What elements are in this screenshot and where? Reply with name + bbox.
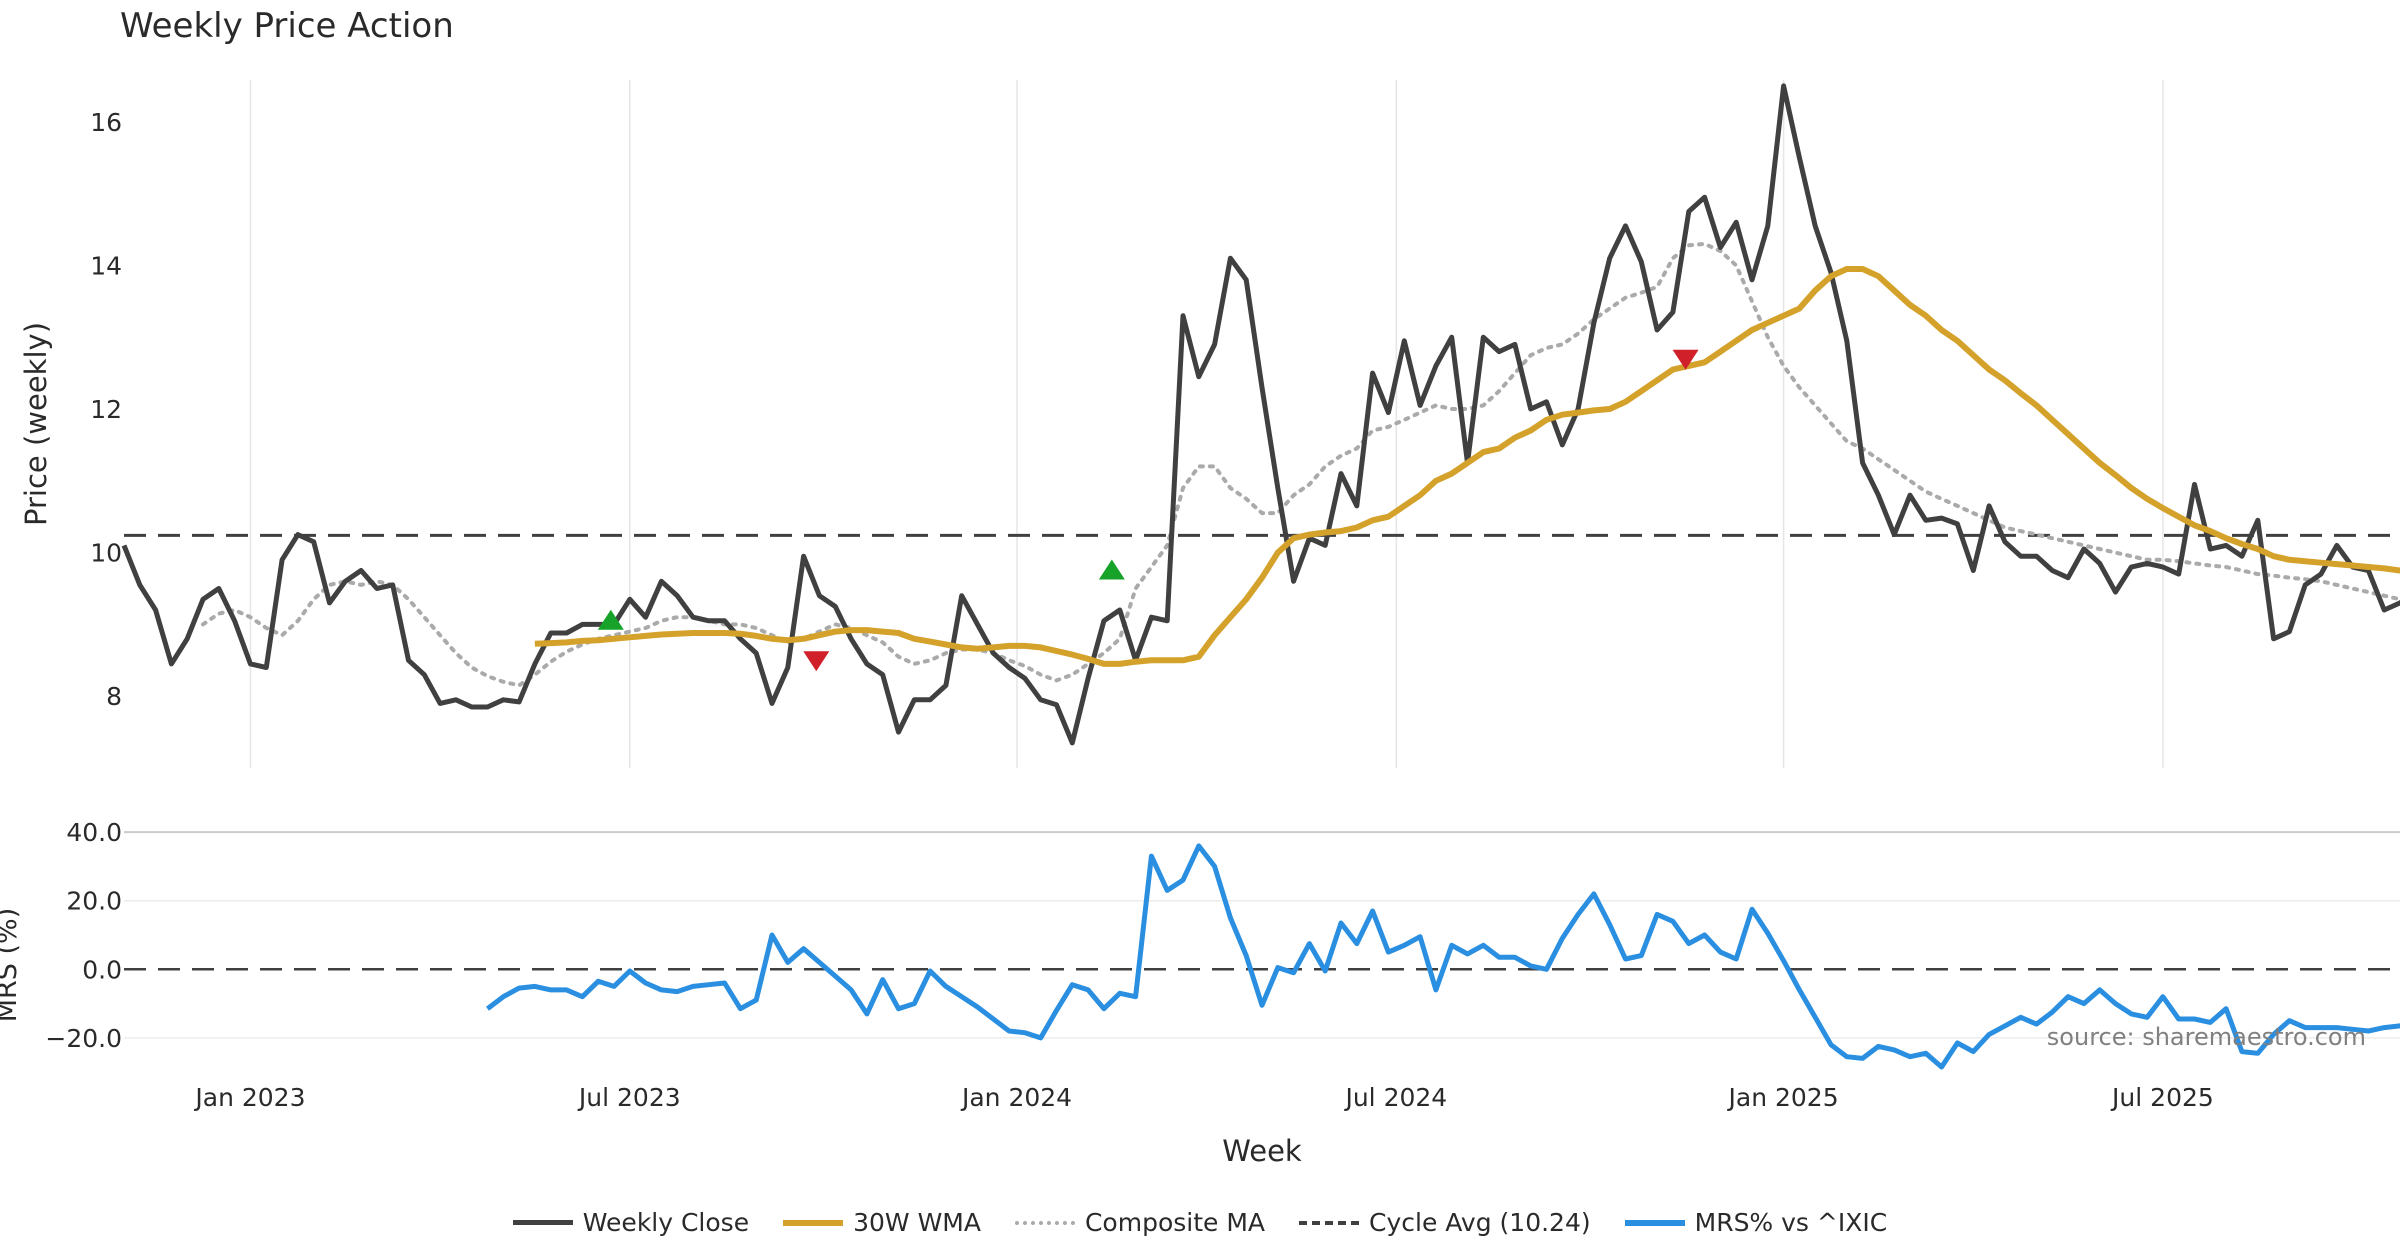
buy-signal-marker	[597, 609, 624, 630]
legend-swatch-composite-ma	[1014, 1220, 1075, 1225]
x-axis-label: Week	[1222, 1134, 1302, 1168]
composite-ma-line	[201, 241, 2400, 688]
legend-label: 30W WMA	[853, 1208, 981, 1237]
wma-30w-line	[534, 266, 2400, 667]
signal-markers	[597, 349, 1699, 672]
chart-title: Weekly Price Action	[120, 6, 454, 46]
legend-swatch-weekly-close	[512, 1220, 573, 1225]
sell-signal-marker	[1672, 349, 1699, 370]
legend-item-composite-ma: Composite MA	[1014, 1208, 1266, 1237]
price-y-tick-label: 12	[90, 395, 122, 424]
weekly-close-line	[121, 83, 2400, 746]
x-tick-label: Jul 2025	[2110, 1083, 2214, 1112]
mrs-axis-label: MRS (%)	[0, 908, 23, 1023]
legend-item-cycle-avg: Cycle Avg (10.24)	[1299, 1208, 1591, 1237]
mrs-y-tick-label: 20.0	[66, 887, 122, 916]
axes: Jan 2023 Jul 2023 Jan 2024 Jul 2024 Jan 2025…	[45, 108, 2213, 1112]
legend-label: Weekly Close	[582, 1208, 750, 1237]
legend-swatch-30w-wma	[783, 1219, 844, 1226]
grid-lines	[124, 80, 2400, 1039]
x-tick-label: Jul 2024	[1343, 1083, 1447, 1112]
price-y-tick-label: 14	[90, 251, 122, 280]
x-tick-label: Jan 2023	[193, 1083, 305, 1112]
mrs-y-tick-label: 40.0	[66, 818, 122, 847]
mrs-y-tick-label: −20.0	[45, 1024, 122, 1053]
legend-label: Composite MA	[1084, 1208, 1266, 1237]
x-tick-label: Jan 2024	[960, 1083, 1072, 1112]
series-layer	[121, 83, 2400, 1070]
source-note: source: sharemaestro.com	[2047, 1023, 2366, 1051]
legend-swatch-mrs	[1624, 1219, 1685, 1226]
sell-signal-marker	[803, 651, 830, 672]
legend-item-30w-wma: 30W WMA	[783, 1208, 981, 1237]
price-y-tick-label: 8	[106, 682, 122, 711]
legend-swatch-cycle-avg	[1299, 1220, 1360, 1225]
mrs-y-tick-label: 0.0	[82, 955, 122, 984]
x-tick-label: Jul 2023	[577, 1083, 681, 1112]
price-y-tick-label: 16	[90, 108, 122, 137]
mrs-line	[485, 843, 2400, 1070]
legend: Weekly Close 30W WMA Composite MA Cycle …	[0, 1208, 2400, 1237]
buy-signal-marker	[1098, 559, 1125, 580]
chart-area: Jan 2023 Jul 2023 Jan 2024 Jul 2024 Jan 2025…	[0, 80, 2400, 1168]
legend-item-weekly-close: Weekly Close	[512, 1208, 750, 1237]
x-tick-label: Jan 2025	[1727, 1083, 1839, 1112]
legend-item-mrs: MRS% vs ^IXIC	[1624, 1208, 1888, 1237]
price-y-tick-label: 10	[90, 539, 122, 568]
legend-label: MRS% vs ^IXIC	[1694, 1208, 1888, 1237]
price-axis-label: Price (weekly)	[19, 322, 53, 526]
legend-label: Cycle Avg (10.24)	[1369, 1208, 1591, 1237]
